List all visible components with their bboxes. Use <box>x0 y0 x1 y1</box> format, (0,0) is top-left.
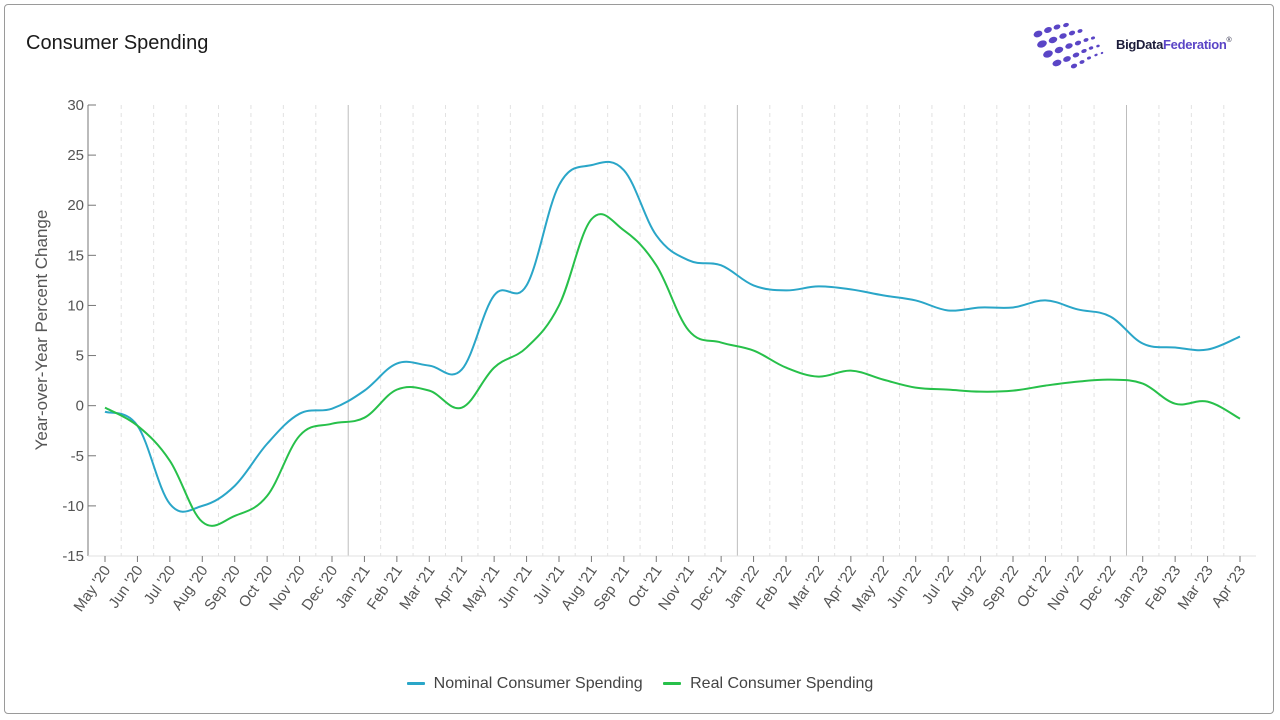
series-line-nominal[interactable] <box>104 160 1241 513</box>
x-tick-label: Jun '22 <box>884 563 925 612</box>
y-tick-label: 25 <box>67 147 84 164</box>
logo: BigDataFederation® <box>1030 20 1270 72</box>
y-tick-label: 5 <box>76 348 84 365</box>
legend-swatch-nominal <box>406 682 425 685</box>
legend-swatch-real <box>663 682 682 685</box>
legend-item-nominal[interactable]: Nominal Consumer Spending <box>406 674 643 693</box>
y-axis: -15 -10 -5 0 5 10 15 20 25 30 <box>62 97 96 565</box>
legend-label-real: Real Consumer Spending <box>690 674 874 692</box>
x-tick-label: May '20 <box>70 563 114 615</box>
y-tick-label: 10 <box>67 297 84 314</box>
legend-label-nominal: Nominal Consumer Spending <box>433 674 643 692</box>
series-lines <box>104 160 1241 527</box>
y-tick-label: -10 <box>62 498 84 515</box>
chart-card <box>4 4 1274 714</box>
legend: Nominal Consumer Spending Real Consumer … <box>0 672 1280 693</box>
y-tick-label: 30 <box>67 97 84 114</box>
logo-text-part2: Federation <box>1163 37 1227 52</box>
grid-lines <box>120 105 1225 556</box>
y-tick-label: 20 <box>67 197 84 214</box>
y-tick-label: -5 <box>71 448 84 465</box>
chart-title: Consumer Spending <box>26 32 209 54</box>
x-tick-label: Jun '20 <box>105 563 146 612</box>
y-tick-label: 15 <box>67 247 84 264</box>
logo-text-part1: BigData <box>1116 37 1164 52</box>
logo-dots-icon <box>1033 22 1104 69</box>
series-line-real[interactable] <box>104 213 1241 527</box>
logo-wordmark: BigDataFederation® <box>1116 37 1232 52</box>
y-tick-label: -15 <box>62 548 84 565</box>
y-tick-label: 0 <box>76 398 84 415</box>
y-axis-title: Year-over-Year Percent Change <box>32 210 51 451</box>
x-tick-label: Jun '21 <box>494 563 535 612</box>
logo-registered-mark: ® <box>1226 37 1232 44</box>
legend-item-real[interactable]: Real Consumer Spending <box>663 675 873 693</box>
x-tick-label: Apr '23 <box>1208 563 1249 611</box>
